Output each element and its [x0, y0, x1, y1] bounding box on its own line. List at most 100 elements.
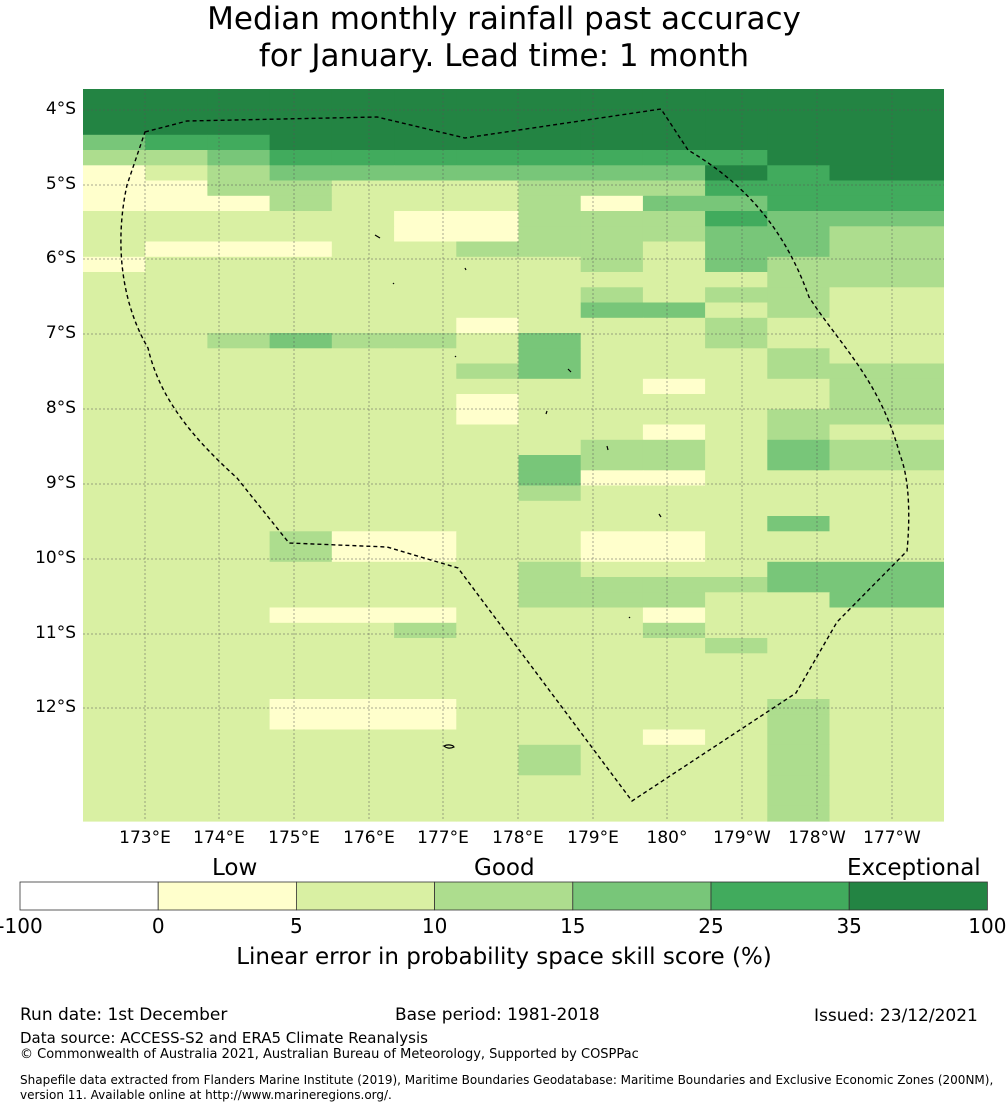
grid-cell — [705, 363, 768, 380]
grid-cell — [580, 89, 644, 105]
grid-cell — [705, 409, 768, 426]
colorbar-tick-label: -100 — [0, 914, 43, 938]
grid-cell — [705, 287, 768, 304]
grid-cell — [269, 577, 333, 593]
grid-cell — [518, 439, 582, 456]
grid-cell — [83, 394, 146, 410]
grid-cell — [580, 409, 644, 426]
grid-cell — [829, 500, 944, 517]
grid-cell — [145, 775, 208, 792]
grid-cell — [207, 89, 271, 105]
grid-cell — [145, 714, 208, 731]
grid-cell — [269, 134, 333, 151]
grid-cell — [767, 119, 830, 136]
grid-cell — [767, 348, 830, 365]
grid-cell — [767, 165, 830, 182]
grid-cell — [705, 485, 768, 502]
grid-cell — [207, 638, 271, 654]
grid-cell — [829, 744, 944, 761]
grid-cell — [642, 119, 706, 136]
grid-cell — [767, 226, 830, 243]
grid-cell — [642, 180, 706, 197]
grid-cell — [580, 577, 644, 593]
grid-cell — [145, 561, 208, 578]
grid-cell — [145, 455, 208, 471]
grid-cell — [518, 272, 582, 288]
grid-cell — [83, 683, 146, 700]
grid-cell — [642, 409, 706, 426]
grid-cell — [705, 119, 768, 136]
grid-cell — [705, 226, 768, 243]
grid-cell — [518, 89, 582, 105]
grid-cell — [269, 516, 333, 532]
grid-cell — [580, 150, 644, 166]
grid-cell — [207, 683, 271, 700]
grid-cell — [642, 287, 706, 304]
grid-cell — [394, 134, 457, 151]
grid-cell — [705, 439, 768, 456]
grid-cell — [580, 165, 644, 182]
grid-cell — [580, 424, 644, 441]
grid-cell — [269, 424, 333, 441]
grid-cell — [269, 653, 333, 670]
grid-cell — [705, 470, 768, 487]
category-low: Low — [212, 855, 258, 881]
grid-cell — [394, 500, 457, 517]
grid-cell — [145, 165, 208, 182]
grid-cell — [145, 180, 208, 197]
grid-cell — [207, 378, 271, 395]
grid-cell — [269, 211, 333, 227]
grid-cell — [83, 104, 146, 121]
grid-cell — [829, 104, 944, 121]
grid-cell — [394, 744, 457, 761]
grid-cell — [767, 287, 830, 304]
grid-cell — [518, 256, 582, 273]
grid-cell — [580, 439, 644, 456]
grid-cell — [580, 180, 644, 197]
grid-cell — [518, 638, 582, 654]
latitude-label: 7°S — [45, 323, 76, 343]
grid-cell — [642, 272, 706, 288]
grid-cell — [331, 683, 395, 700]
grid-cell — [518, 394, 582, 410]
grid-cell — [207, 134, 271, 151]
grid-cell — [269, 348, 333, 365]
grid-cell — [83, 714, 146, 731]
grid-cell — [207, 790, 271, 807]
grid-cell — [580, 531, 644, 548]
grid-cell — [642, 363, 706, 380]
grid-cell — [456, 714, 519, 731]
grid-cell — [580, 668, 644, 685]
grid-cell — [145, 622, 208, 639]
grid-cell — [705, 714, 768, 731]
grid-cell — [145, 256, 208, 273]
grid-cell — [829, 363, 944, 380]
grid-cell — [207, 256, 271, 273]
grid-cell — [456, 668, 519, 685]
grid-cell — [456, 409, 519, 426]
grid-cell — [394, 424, 457, 441]
grid-cell — [642, 638, 706, 654]
grid-cell — [642, 500, 706, 517]
grid-cell — [269, 241, 333, 258]
grid-cell — [705, 272, 768, 288]
grid-cell — [145, 790, 208, 807]
grid-cell — [456, 546, 519, 563]
grid-cell — [829, 409, 944, 426]
grid-cell — [456, 333, 519, 349]
grid-cell — [269, 150, 333, 166]
grid-cell — [705, 394, 768, 410]
grid-cell — [207, 165, 271, 182]
grid-cell — [829, 180, 944, 197]
grid-cell — [83, 363, 146, 380]
grid-cell — [456, 607, 519, 624]
grid-cell — [269, 805, 333, 822]
grid-cell — [394, 531, 457, 548]
grid-cell — [518, 348, 582, 365]
grid-cell — [518, 378, 582, 395]
grid-cell — [83, 195, 146, 212]
grid-cell — [207, 760, 271, 776]
grid-cell — [518, 561, 582, 578]
grid-cell — [767, 561, 830, 578]
grid-cell — [705, 668, 768, 685]
